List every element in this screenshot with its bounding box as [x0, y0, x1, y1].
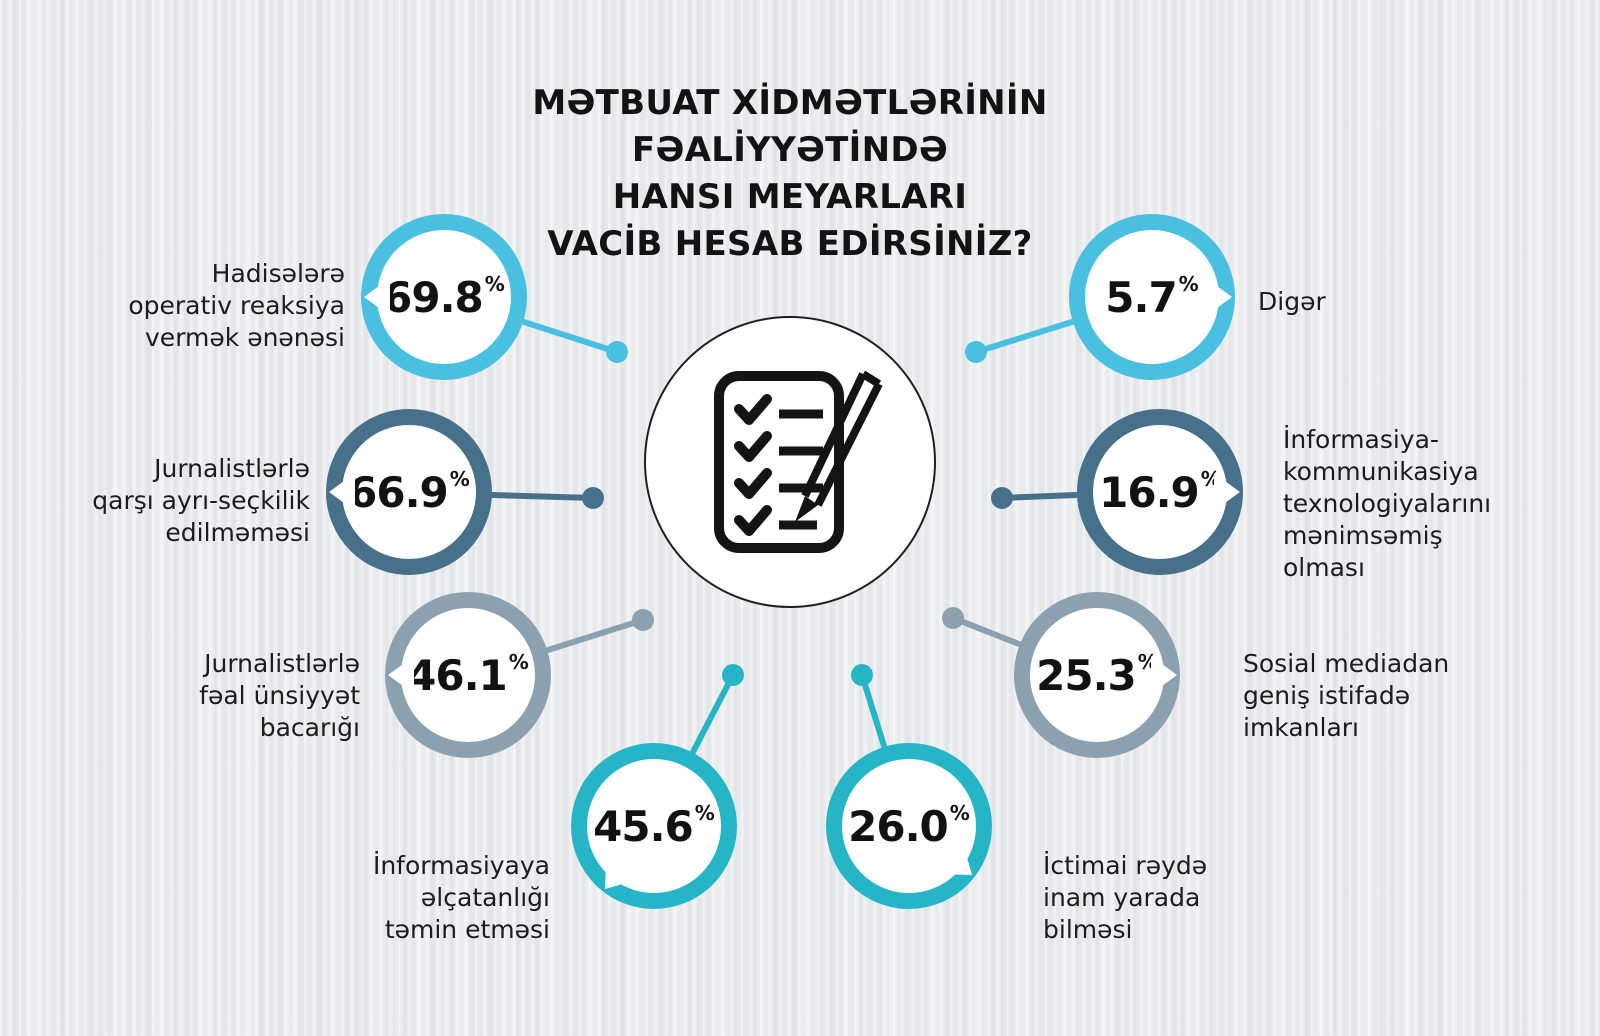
stat-bubble-ikt: 16.9% [1077, 409, 1243, 575]
stat-label-diger: Digər [1258, 287, 1326, 316]
stat-bubble-ayri-seckilik: 66.9% [326, 409, 492, 575]
stat-bubble-sosial-media: 25.3% [1014, 592, 1180, 758]
stat-value: 66.9% [348, 467, 470, 517]
connector-line [545, 617, 646, 653]
percent-sign: % [1200, 467, 1221, 491]
stat-label-ictimai-rey: İctimai rəydə inam yarada bilməsi [1043, 851, 1208, 944]
connector-dot [851, 664, 873, 686]
stat-bubble-feal-unsiyyet: 46.1% [385, 592, 551, 758]
checklist-pen-icon [714, 370, 883, 553]
connector-line [521, 319, 620, 355]
percent-sign: % [484, 272, 505, 296]
connector-dot [582, 487, 604, 509]
connector-line [973, 319, 1075, 355]
percent-sign: % [1178, 272, 1199, 296]
percent-sign: % [949, 801, 970, 825]
connector-line [490, 492, 596, 501]
title-line: MƏTBUAT XİDMƏTLƏRİNİN [532, 83, 1048, 123]
connector-line [950, 615, 1022, 647]
stat-bubble-operativ-reaksiya: 69.8% [361, 214, 527, 380]
stat-value: 5.7% [1105, 272, 1199, 322]
connector-line [859, 672, 887, 749]
title-line: FƏALİYYƏTİNDƏ [631, 129, 949, 170]
connector-dot [632, 609, 654, 631]
title-line: VACİB HESAB EDİRSİNİZ? [547, 223, 1033, 264]
stat-value: 46.1% [407, 650, 529, 700]
page-title: MƏTBUAT XİDMƏTLƏRİNİN FƏALİYYƏTİNDƏ HANS… [420, 80, 1160, 268]
connector-dot [991, 487, 1013, 509]
stat-value: 26.0% [848, 801, 970, 851]
connector-dot [606, 341, 628, 363]
stat-bubble-diger: 5.7% [1069, 214, 1235, 380]
stat-value: 16.9% [1099, 467, 1221, 517]
stat-label-feal-unsiyyet: Jurnalistlərlə fəal ünsiyyət bacarığı [199, 649, 360, 742]
title-line: HANSI MEYARLARI [612, 176, 968, 217]
stat-label-sosial-media: Sosial mediadan geniş istifadə imkanları [1243, 649, 1450, 742]
connector-line [690, 672, 736, 755]
percent-sign: % [694, 801, 715, 825]
stat-bubble-elcatanliq: 45.6% [571, 743, 737, 909]
stat-value: 25.3% [1036, 650, 1158, 700]
percent-sign: % [1137, 650, 1158, 674]
percent-sign: % [449, 467, 470, 491]
connector-line [999, 492, 1079, 501]
stat-bubble-ictimai-rey: 26.0% [826, 743, 992, 909]
stat-label-ikt: İnformasiya- kommunikasiya texnologiyala… [1283, 425, 1492, 582]
stat-label-ayri-seckilik: Jurnalistlərlə qarşı ayrı-seçkilik edilm… [92, 454, 310, 547]
stat-value: 45.6% [593, 801, 715, 851]
connector-dot [722, 664, 744, 686]
stat-label-elcatanliq: İnformasiyaya əlçatanlığı təmin etməsi [372, 851, 550, 944]
center-circle [644, 316, 936, 608]
stat-value: 69.8% [383, 272, 505, 322]
connector-dot [965, 341, 987, 363]
stat-label-operativ-reaksiya: Hadisələrə operativ reaksiya vermək ənən… [128, 259, 345, 352]
connector-dot [942, 607, 964, 629]
percent-sign: % [508, 650, 529, 674]
